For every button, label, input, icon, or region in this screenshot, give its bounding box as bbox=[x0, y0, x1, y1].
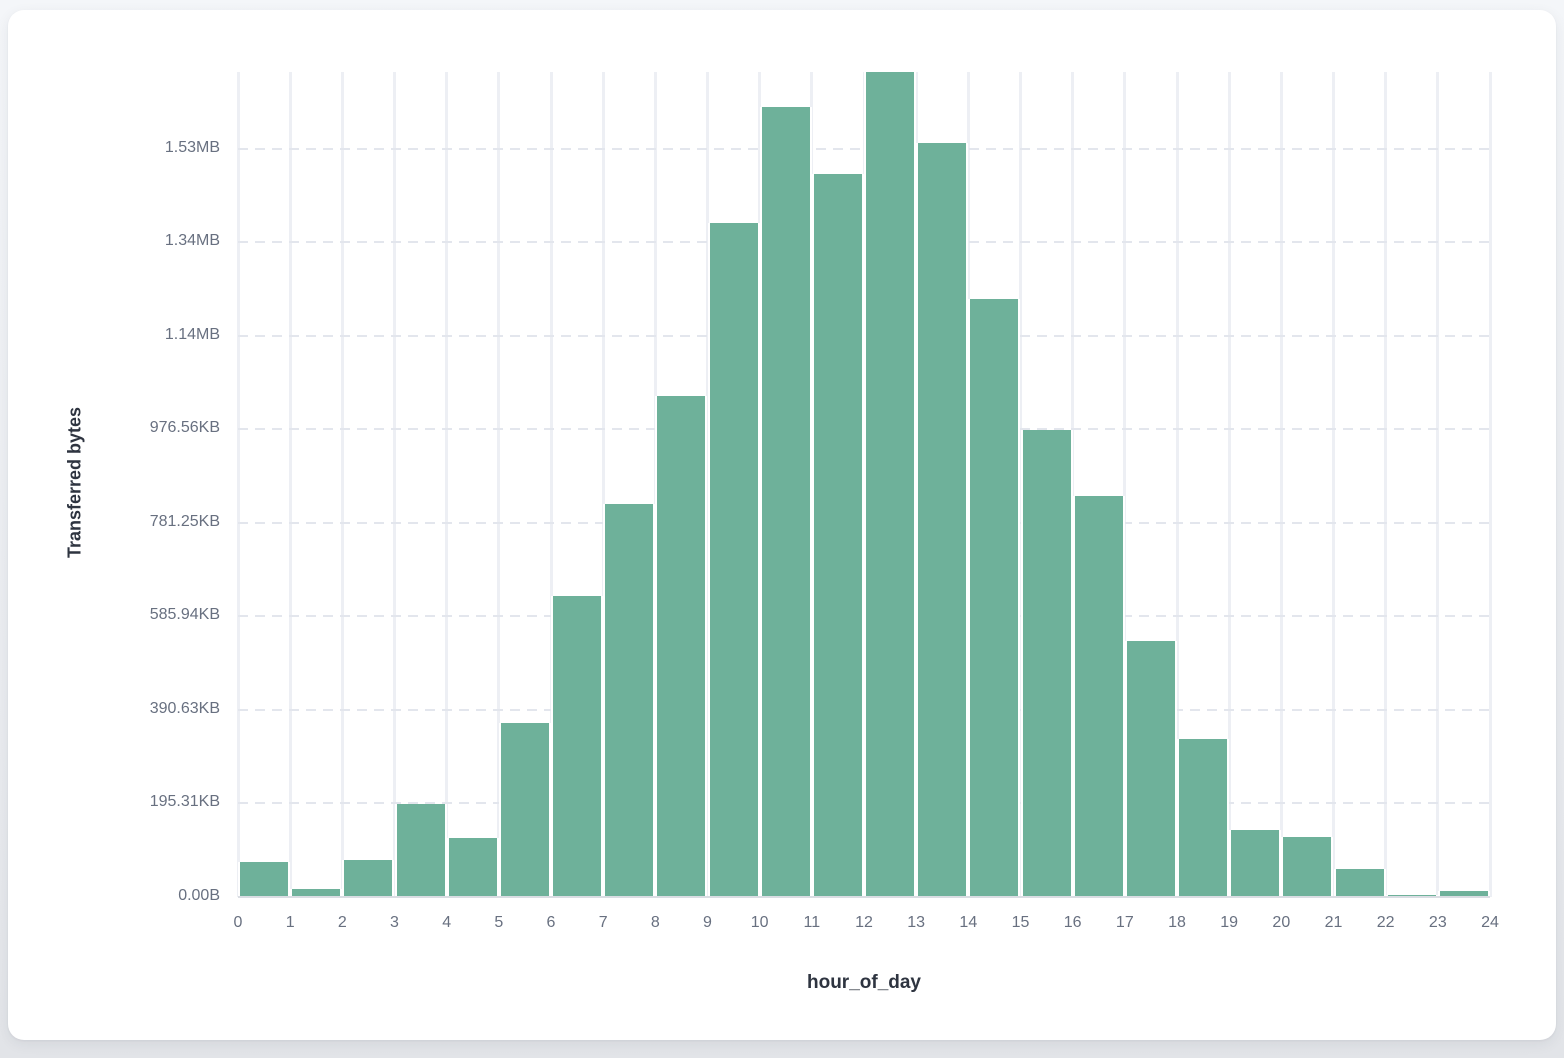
bar-hour-18[interactable] bbox=[1177, 738, 1230, 897]
x-tick-label: 3 bbox=[390, 914, 399, 931]
x-tick-label: 23 bbox=[1428, 914, 1447, 931]
x-tick-label: 19 bbox=[1220, 914, 1239, 931]
bar-hour-4[interactable] bbox=[446, 838, 499, 897]
vertical-gridline bbox=[1488, 72, 1492, 897]
bar-hour-8[interactable] bbox=[655, 396, 708, 897]
y-tick-label: 0.00B bbox=[178, 886, 220, 904]
y-tick-label: 585.94KB bbox=[149, 606, 220, 624]
vertical-gridline bbox=[1227, 72, 1231, 897]
x-tick-label: 12 bbox=[855, 914, 873, 931]
bar-hour-14[interactable] bbox=[968, 298, 1021, 897]
vertical-gridline bbox=[393, 72, 396, 897]
x-tick-label: 22 bbox=[1376, 914, 1395, 931]
y-tick-label: 1.34MB bbox=[164, 232, 220, 250]
bar-hour-21[interactable] bbox=[1333, 868, 1386, 897]
y-tick-label: 976.56KB bbox=[149, 419, 220, 437]
vertical-gridline bbox=[1071, 72, 1075, 897]
bar-hour-19[interactable] bbox=[1229, 830, 1282, 897]
vertical-gridline bbox=[1123, 72, 1127, 897]
x-tick-label: 14 bbox=[959, 914, 978, 931]
bar-hour-23[interactable] bbox=[1437, 890, 1490, 897]
vertical-gridline bbox=[1384, 72, 1388, 897]
x-tick-label: 21 bbox=[1324, 914, 1343, 931]
vertical-gridline bbox=[497, 72, 501, 897]
bar-hour-16[interactable] bbox=[1072, 496, 1125, 897]
x-tick-label: 11 bbox=[803, 914, 821, 931]
bar-hour-1[interactable] bbox=[290, 889, 343, 897]
y-tick-label: 1.53MB bbox=[164, 138, 220, 156]
x-tick-label: 7 bbox=[598, 914, 608, 931]
vertical-gridline bbox=[1175, 72, 1179, 897]
bar-hour-0[interactable] bbox=[238, 861, 291, 897]
bar-hour-22[interactable] bbox=[1385, 894, 1438, 897]
bar-hour-20[interactable] bbox=[1281, 837, 1334, 897]
bar-hour-7[interactable] bbox=[603, 504, 656, 897]
x-tick-label: 8 bbox=[650, 914, 660, 931]
x-tick-label: 4 bbox=[442, 914, 452, 931]
x-tick-label: 18 bbox=[1168, 914, 1186, 931]
vertical-gridline bbox=[236, 72, 240, 897]
vertical-gridline bbox=[340, 72, 344, 897]
x-tick-label: 0 bbox=[233, 914, 243, 931]
bar-hour-2[interactable] bbox=[342, 860, 395, 897]
bar-hour-17[interactable] bbox=[1124, 641, 1177, 897]
x-tick-label: 6 bbox=[546, 914, 556, 931]
bar-hour-11[interactable] bbox=[811, 174, 864, 897]
x-axis-line bbox=[238, 896, 1490, 898]
x-tick-label: 16 bbox=[1063, 914, 1082, 931]
x-tick-label: 20 bbox=[1272, 914, 1291, 931]
y-tick-label: 1.14MB bbox=[164, 325, 220, 343]
x-axis-title: hour_of_day bbox=[806, 972, 922, 993]
x-tick-label: 17 bbox=[1115, 914, 1134, 931]
x-tick-label: 24 bbox=[1481, 914, 1499, 931]
bar-hour-9[interactable] bbox=[707, 222, 760, 897]
bar-hour-5[interactable] bbox=[498, 723, 551, 897]
y-tick-label: 781.25KB bbox=[149, 512, 220, 530]
x-tick-label: 10 bbox=[750, 914, 769, 931]
vertical-gridline bbox=[445, 72, 449, 897]
bar-hour-3[interactable] bbox=[394, 803, 447, 897]
x-tick-label: 1 bbox=[285, 914, 295, 931]
x-tick-label: 9 bbox=[703, 914, 712, 931]
bar-hour-6[interactable] bbox=[551, 596, 604, 897]
y-tick-label: 390.63KB bbox=[149, 699, 220, 717]
vertical-gridline bbox=[1332, 72, 1335, 897]
vertical-gridline bbox=[549, 72, 553, 897]
bar-hour-13[interactable] bbox=[916, 142, 969, 897]
vertical-gridline bbox=[1279, 72, 1283, 897]
y-axis-title: Transferred bytes bbox=[64, 407, 85, 559]
x-tick-label: 15 bbox=[1011, 914, 1030, 931]
vertical-gridline bbox=[288, 72, 292, 897]
x-tick-label: 5 bbox=[494, 914, 504, 931]
x-tick-label: 13 bbox=[907, 914, 926, 931]
bar-hour-15[interactable] bbox=[1020, 430, 1073, 897]
vertical-gridline bbox=[601, 72, 605, 897]
bar-hour-12[interactable] bbox=[864, 72, 917, 897]
bar-hour-10[interactable] bbox=[759, 107, 812, 897]
y-tick-label: 195.31KB bbox=[149, 793, 220, 811]
x-tick-label: 2 bbox=[337, 914, 347, 931]
vertical-gridline bbox=[1436, 72, 1440, 897]
